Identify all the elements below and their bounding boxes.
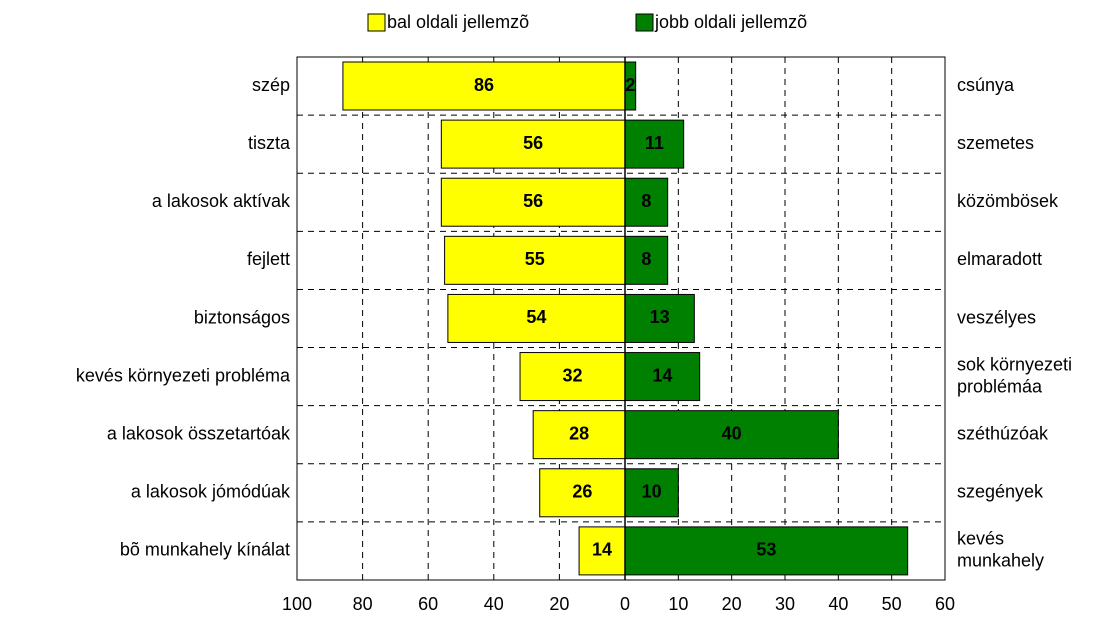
data-label: 86 <box>474 75 494 95</box>
legend-label: bal oldali jellemzõ <box>387 12 529 32</box>
data-label: 56 <box>523 191 543 211</box>
x-tick-label: 40 <box>484 594 504 614</box>
x2-tick-label: 20 <box>722 594 742 614</box>
category-label: fejlett <box>247 249 290 269</box>
legend-swatch <box>635 13 654 32</box>
data-label: 53 <box>756 540 776 560</box>
data-label: 13 <box>650 307 670 327</box>
right-label: kevés <box>957 529 1004 549</box>
data-label: 54 <box>526 307 546 327</box>
data-label: 32 <box>563 365 583 385</box>
x-tick-label: 20 <box>549 594 569 614</box>
data-label: 10 <box>642 482 662 502</box>
category-label: tiszta <box>248 133 291 153</box>
bar-right <box>624 352 701 402</box>
data-label: 8 <box>641 191 651 211</box>
data-label: 11 <box>645 133 664 153</box>
right-label: széthúzóak <box>957 423 1049 443</box>
category-label: a lakosok aktívak <box>152 191 291 211</box>
category-label: bõ munkahely kínálat <box>120 540 290 560</box>
category-label: a lakosok összetartóak <box>107 423 291 443</box>
right-label: sok környezeti <box>957 354 1072 374</box>
right-label: munkahely <box>957 551 1044 571</box>
right-label: problémáa <box>957 376 1043 396</box>
data-label: 55 <box>525 249 545 269</box>
bar-right <box>624 293 695 343</box>
x-tick-label: 80 <box>353 594 373 614</box>
data-label: 28 <box>569 423 589 443</box>
bar-left <box>440 177 626 227</box>
legend-label: jobb oldali jellemzõ <box>654 12 807 32</box>
right-label: közömbösek <box>957 191 1059 211</box>
bar-right <box>624 468 679 518</box>
right-label: veszélyes <box>957 307 1036 327</box>
bar-left <box>440 119 626 169</box>
x-tick-label: 100 <box>282 594 312 614</box>
data-label: 2 <box>625 75 635 95</box>
category-label: szép <box>252 75 290 95</box>
right-label: csúnya <box>957 75 1015 95</box>
data-label: 56 <box>523 133 543 153</box>
x2-tick-label: 50 <box>882 594 902 614</box>
bar-left <box>532 410 626 460</box>
right-label: elmaradott <box>957 249 1042 269</box>
data-label: 8 <box>641 249 651 269</box>
right-label: szemetes <box>957 133 1034 153</box>
category-label: a lakosok jómódúak <box>131 482 291 502</box>
bar-left <box>519 352 626 402</box>
bar-right <box>624 235 669 285</box>
right-label: szegények <box>957 482 1044 502</box>
bar-left <box>447 293 626 343</box>
data-label: 14 <box>592 540 612 560</box>
category-label: kevés környezeti probléma <box>76 365 291 385</box>
bar-right <box>624 526 909 576</box>
x-tick-label: 0 <box>620 594 630 614</box>
x2-tick-label: 40 <box>828 594 848 614</box>
bar-right <box>624 410 839 460</box>
data-label: 26 <box>572 482 592 502</box>
legend-swatch <box>367 13 386 32</box>
x2-tick-label: 10 <box>668 594 688 614</box>
x2-tick-label: 60 <box>935 594 955 614</box>
x2-tick-label: 30 <box>775 594 795 614</box>
plot-frame <box>296 56 946 581</box>
data-label: 40 <box>722 423 742 443</box>
x-tick-label: 60 <box>418 594 438 614</box>
category-label: biztonságos <box>194 307 290 327</box>
data-label: 14 <box>652 365 672 385</box>
